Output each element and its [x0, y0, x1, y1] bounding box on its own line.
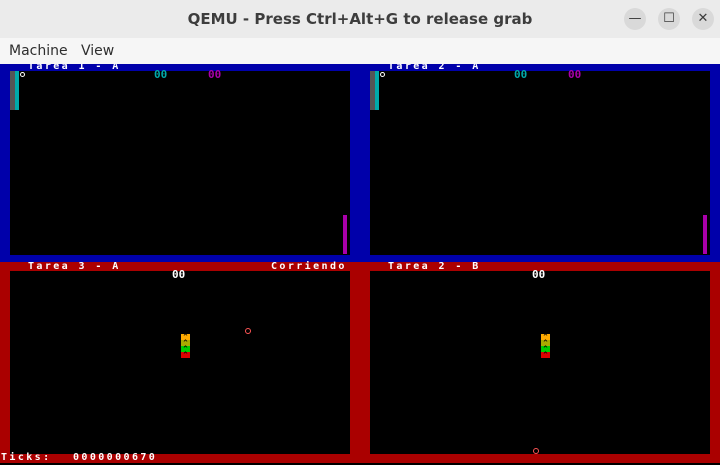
panel1-ball [20, 72, 25, 77]
pane-top-right [370, 71, 710, 255]
ticks-value: 0000000670 [73, 452, 158, 463]
panel1-score-left: 00 [154, 68, 168, 81]
panel4-snake-segment: ^ [541, 352, 550, 359]
panel3-snake-segment: ^ [181, 340, 190, 347]
panel1-score-right: 00 [208, 68, 222, 81]
panel3-snake-segment: ^ [181, 346, 190, 353]
ticks-label: Ticks: [1, 452, 52, 463]
panel3-score: 00 [172, 268, 186, 281]
panel1-right-paddle [343, 215, 347, 254]
menu-machine[interactable]: Machine [9, 43, 68, 59]
panel4-snake-segment: ^ [541, 334, 550, 341]
vm-screen[interactable]: Tarea 1 - A 00 00 Tarea 2 - A 00 00 Tare… [0, 64, 720, 465]
panel3-status: Corriendo [271, 261, 347, 272]
panel2-right-paddle [703, 215, 707, 254]
panel4-snake-segment: ^ [541, 346, 550, 353]
pane-bottom-left [10, 271, 350, 454]
panel3-food [245, 328, 251, 334]
menu-view[interactable]: View [81, 43, 115, 59]
maximize-icon[interactable]: ☐ [658, 8, 680, 30]
close-icon[interactable]: ✕ [692, 8, 714, 30]
panel2-left-paddle-shade [370, 71, 375, 110]
panel2-ball [380, 72, 385, 77]
window-title: QEMU - Press Ctrl+Alt+G to release grab [187, 10, 533, 28]
pane-bottom-right [370, 271, 710, 454]
panel4-food [533, 448, 539, 454]
panel1-label: Tarea 1 - A [28, 64, 121, 72]
panel3-snake: ^ ^ ^ ^ [181, 334, 190, 359]
panel3-snake-segment: ^ [181, 352, 190, 359]
panel4-snake-segment: ^ [541, 340, 550, 347]
panel4-label: Tarea 2 - B [388, 261, 481, 272]
panel4-score: 00 [532, 268, 546, 281]
panel2-score-left: 00 [514, 68, 528, 81]
panel1-left-paddle-shade [10, 71, 15, 110]
panel3-snake-segment: ^ [181, 334, 190, 341]
title-bar[interactable]: QEMU - Press Ctrl+Alt+G to release grab … [0, 0, 720, 39]
panel4-snake: ^ ^ ^ ^ [541, 334, 550, 359]
menu-bar: Machine View [0, 38, 720, 64]
panel2-label: Tarea 2 - A [388, 64, 481, 72]
panel2-score-right: 00 [568, 68, 582, 81]
panel3-label: Tarea 3 - A [28, 261, 121, 272]
minimize-icon[interactable]: — [624, 8, 646, 30]
pane-top-left [10, 71, 350, 255]
